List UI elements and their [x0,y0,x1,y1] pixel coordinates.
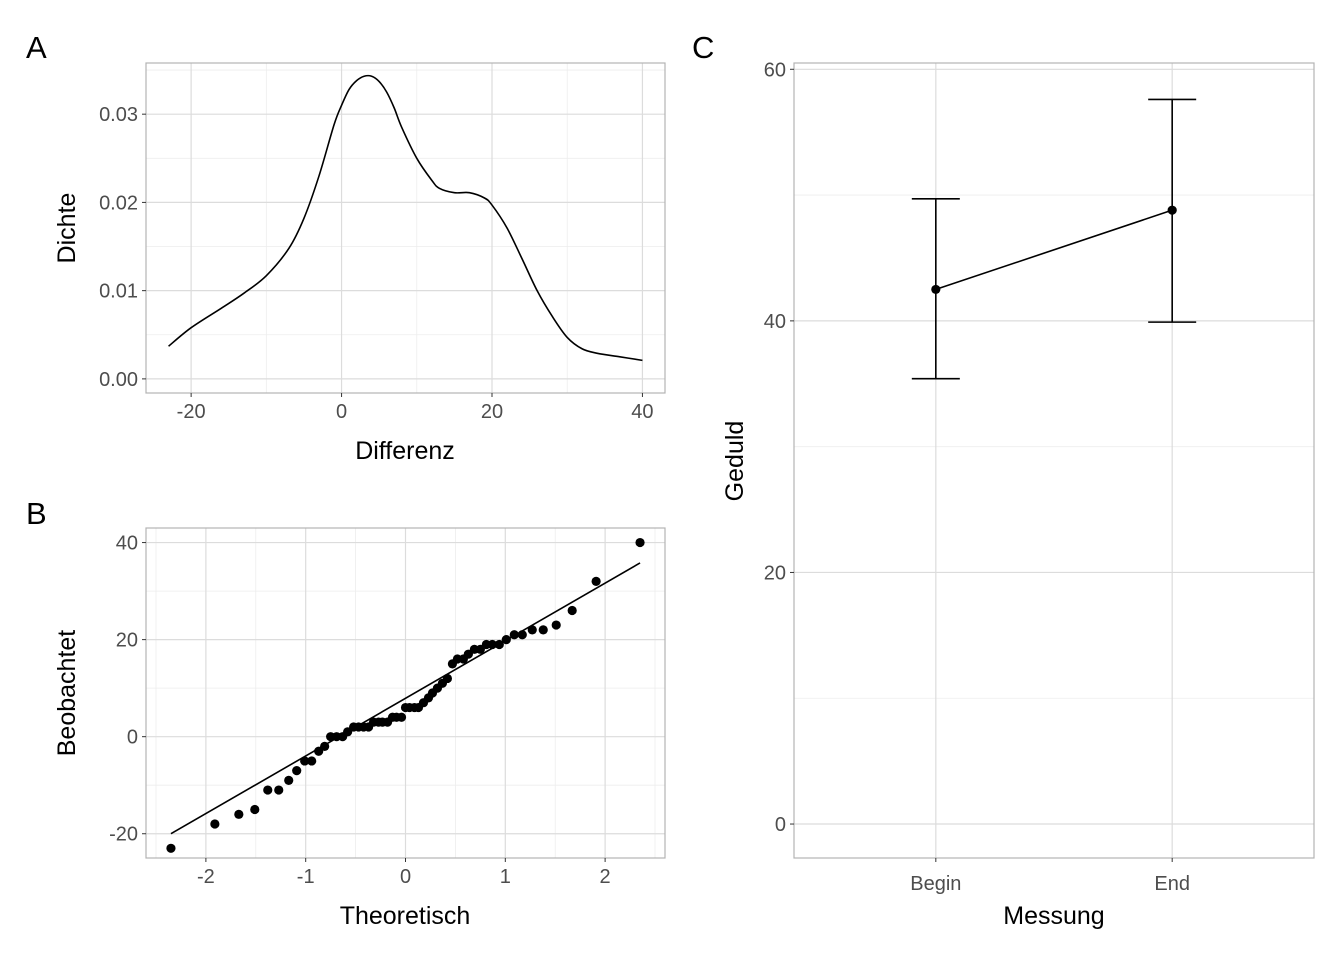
panel-a-data [168,74,643,362]
qq-reference-line [170,562,641,835]
panel-c-x-tick-label: Begin [910,873,961,895]
panel-b-x-tick-label: 0 [400,866,411,888]
density-curve [168,74,643,362]
panel-a-x-tick-label: 20 [481,401,503,423]
panel-c-y-tick-label: 40 [764,311,786,333]
panel-b-y-tick-label: 0 [127,727,138,749]
panel-c-ticks: 0 20 40 60 Begin End [764,59,1190,895]
panel-a-x-tick-label: -20 [177,401,206,423]
mean-point [1167,205,1177,215]
qq-point [538,625,548,635]
qq-point [300,756,310,766]
qq-point [494,639,504,650]
panel-c-x-title: Messung [1003,902,1104,930]
panel-c-border [793,62,1315,859]
panel-b-y-title: Beobachtet [53,630,81,757]
qq-point [567,605,577,616]
qq-point [442,673,453,684]
qq-point [487,639,497,650]
panel-b-y-tick-label: 40 [116,533,138,555]
panel-a-y-tick-label: 0.02 [99,192,138,214]
panel-c-y-tick-label: 60 [764,59,786,81]
qq-point [307,756,317,766]
qq-point [591,576,601,586]
mean-line [935,209,1173,291]
panel-c-y-title: Geduld [721,421,749,502]
qq-point [396,712,407,722]
panel-b-x-title: Theoretisch [340,902,471,930]
qq-point [274,785,284,795]
qq-point [292,766,302,776]
panel-a-y-tick-label: 0.03 [99,104,138,126]
panel-a-ticks: -20 0 20 40 0.00 0.01 0.02 0.03 [99,104,653,423]
panel-c-grid [794,63,1314,858]
panel-a-tag: A [26,30,47,65]
qq-point [501,635,511,645]
panel-c-data [911,98,1197,380]
panel-a-x-tick-label: 0 [336,401,347,423]
panel-a-y-title: Dichte [53,193,81,264]
panel-a-grid [146,63,665,393]
panel-a-x-title: Differenz [355,437,455,465]
panel-b-y-tick-label: 20 [116,630,138,652]
panel-c-y-tick-label: 0 [775,814,786,836]
panel-b-x-tick-label: 1 [500,866,511,888]
qq-point [284,775,294,785]
panel-a-density: A -20 0 20 40 0.00 0.01 0.02 0.03 Differenz Dic… [26,30,666,465]
panel-b-x-tick-label: -2 [197,866,215,888]
qq-point [635,537,645,548]
qq-point [263,785,273,795]
panel-c-y-tick-label: 20 [764,562,786,584]
panel-b-x-tick-label: 2 [600,866,611,888]
panel-a-border [145,62,666,394]
qq-point [250,804,260,815]
panel-a-y-tick-label: 0.00 [99,369,138,391]
panel-b-qq: B -2 -1 0 1 2 -20 0 20 40 Theoretisch Beobachtet [26,496,666,930]
mean-point [931,284,941,295]
qq-point [210,819,220,829]
qq-point [320,741,330,751]
panel-a-y-tick-label: 0.01 [99,281,138,303]
panel-a-x-tick-label: 40 [631,401,653,423]
qq-point [551,620,561,630]
panel-b-x-tick-label: -1 [297,866,315,888]
panel-b-tag: B [26,496,47,531]
qq-point [527,625,537,635]
qq-point [166,843,176,853]
panel-b-data [166,537,645,853]
panel-b-grid [146,528,665,858]
panel-b-y-tick-label: -20 [109,824,138,846]
panel-c-x-tick-label: End [1154,873,1190,895]
panel-c-errorbar: C 0 20 40 60 Begin End Messung Geduld [692,30,1315,930]
panel-b-ticks: -2 -1 0 1 2 -20 0 20 40 [109,533,611,888]
qq-point [509,630,519,640]
panel-c-tag: C [692,30,714,65]
qq-point [234,809,244,819]
qq-point [517,630,527,640]
